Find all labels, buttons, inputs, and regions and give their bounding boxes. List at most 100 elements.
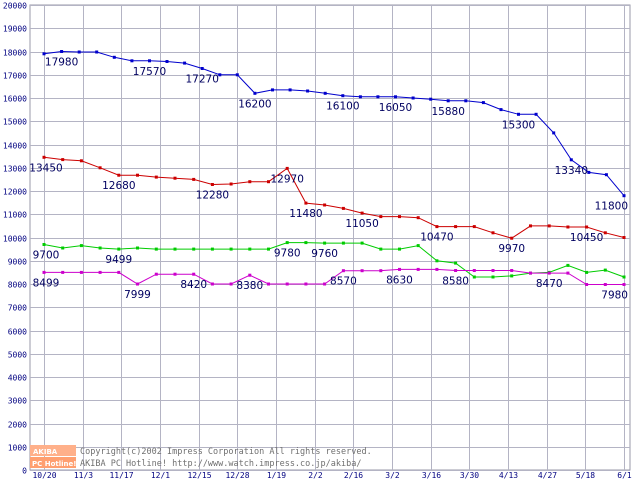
data-point <box>604 173 608 177</box>
y-tick-label: 16000 <box>3 95 27 104</box>
data-point <box>288 88 292 92</box>
data-label: 16050 <box>379 102 412 114</box>
data-label: 15880 <box>431 106 464 118</box>
x-tick-label: 12/1 <box>151 471 170 480</box>
data-point <box>248 180 252 184</box>
data-label: 11480 <box>289 208 322 220</box>
data-label: 9760 <box>311 248 338 260</box>
data-point <box>210 282 214 286</box>
data-label: 17270 <box>185 74 218 86</box>
y-tick-label: 17000 <box>3 72 27 81</box>
data-point <box>218 73 222 77</box>
data-label: 13450 <box>29 162 62 174</box>
data-point <box>472 225 476 229</box>
data-label: 15300 <box>502 119 535 131</box>
x-tick-label: 2/2 <box>308 471 323 480</box>
y-tick-label: 5000 <box>8 351 27 360</box>
data-point <box>304 201 308 205</box>
data-point <box>285 241 289 245</box>
data-point <box>379 247 383 251</box>
data-point <box>323 203 327 207</box>
data-point <box>253 91 257 95</box>
data-point <box>192 247 196 251</box>
logo-top-text: AKIBA <box>33 448 58 456</box>
data-point <box>360 269 364 273</box>
data-point <box>481 101 485 105</box>
x-tick-label: 1/19 <box>267 471 286 480</box>
data-point <box>622 275 626 279</box>
data-label: 11050 <box>345 218 378 230</box>
y-tick-label: 8000 <box>8 281 27 290</box>
data-point <box>429 97 433 101</box>
data-point <box>60 50 64 53</box>
data-point <box>285 282 289 286</box>
data-label: 8570 <box>330 276 357 288</box>
data-point <box>398 267 401 271</box>
data-point <box>200 67 204 70</box>
data-point <box>566 263 570 267</box>
data-point <box>529 271 532 275</box>
data-point <box>416 216 420 220</box>
data-point <box>569 158 573 162</box>
data-point <box>585 270 589 274</box>
x-tick-label: 4/27 <box>538 471 557 480</box>
data-point <box>491 269 495 272</box>
y-tick-label: 4000 <box>8 374 27 383</box>
grid <box>29 4 631 471</box>
x-tick-label: 2/16 <box>344 471 363 480</box>
data-point <box>229 247 233 251</box>
x-tick-label: 12/15 <box>187 471 211 480</box>
data-point <box>547 271 551 275</box>
data-point <box>173 247 177 251</box>
data-point <box>61 270 65 274</box>
data-point <box>358 95 362 99</box>
data-label: 9700 <box>33 250 60 262</box>
data-point <box>603 231 607 235</box>
data-point <box>341 241 345 245</box>
data-point <box>603 283 607 286</box>
data-point <box>42 243 46 246</box>
data-point <box>341 94 345 98</box>
data-point <box>42 155 46 159</box>
data-label: 17570 <box>133 66 166 78</box>
data-point <box>192 272 196 276</box>
data-point <box>398 215 401 219</box>
y-tick-label: 14000 <box>3 142 27 151</box>
data-point <box>229 182 233 186</box>
x-tick-label: 10/20 <box>32 471 56 480</box>
y-tick-label: 0 <box>22 467 27 476</box>
data-label: 8580 <box>442 276 469 288</box>
data-point <box>446 99 450 103</box>
data-label: 16200 <box>238 98 271 110</box>
data-label: 12970 <box>270 173 303 185</box>
data-point <box>454 261 458 265</box>
data-point <box>566 225 570 229</box>
data-point <box>136 282 139 286</box>
data-label: 8420 <box>180 279 207 291</box>
data-point <box>360 211 364 215</box>
data-label: 17980 <box>45 57 78 69</box>
x-tick-label: 12/28 <box>225 471 249 480</box>
data-point <box>379 215 383 219</box>
data-point <box>248 273 252 277</box>
data-point <box>98 246 102 250</box>
x-tick-label: 3/16 <box>422 471 441 480</box>
data-point <box>117 270 121 274</box>
data-point <box>267 282 270 286</box>
data-point <box>61 158 65 162</box>
data-point <box>585 225 589 229</box>
y-tick-label: 6000 <box>8 328 27 337</box>
x-tick-label: 6/1 <box>617 471 632 480</box>
data-point <box>566 271 570 275</box>
logo-bottom-text: PC Hotline! <box>32 460 76 468</box>
data-point <box>210 247 214 251</box>
x-tick-label: 5/18 <box>576 471 595 480</box>
data-point <box>267 180 270 184</box>
data-label: 8499 <box>33 277 60 289</box>
data-point <box>304 282 308 286</box>
data-point <box>173 272 177 276</box>
data-label: 12680 <box>102 180 135 192</box>
data-point <box>117 247 121 251</box>
data-point <box>416 267 420 271</box>
